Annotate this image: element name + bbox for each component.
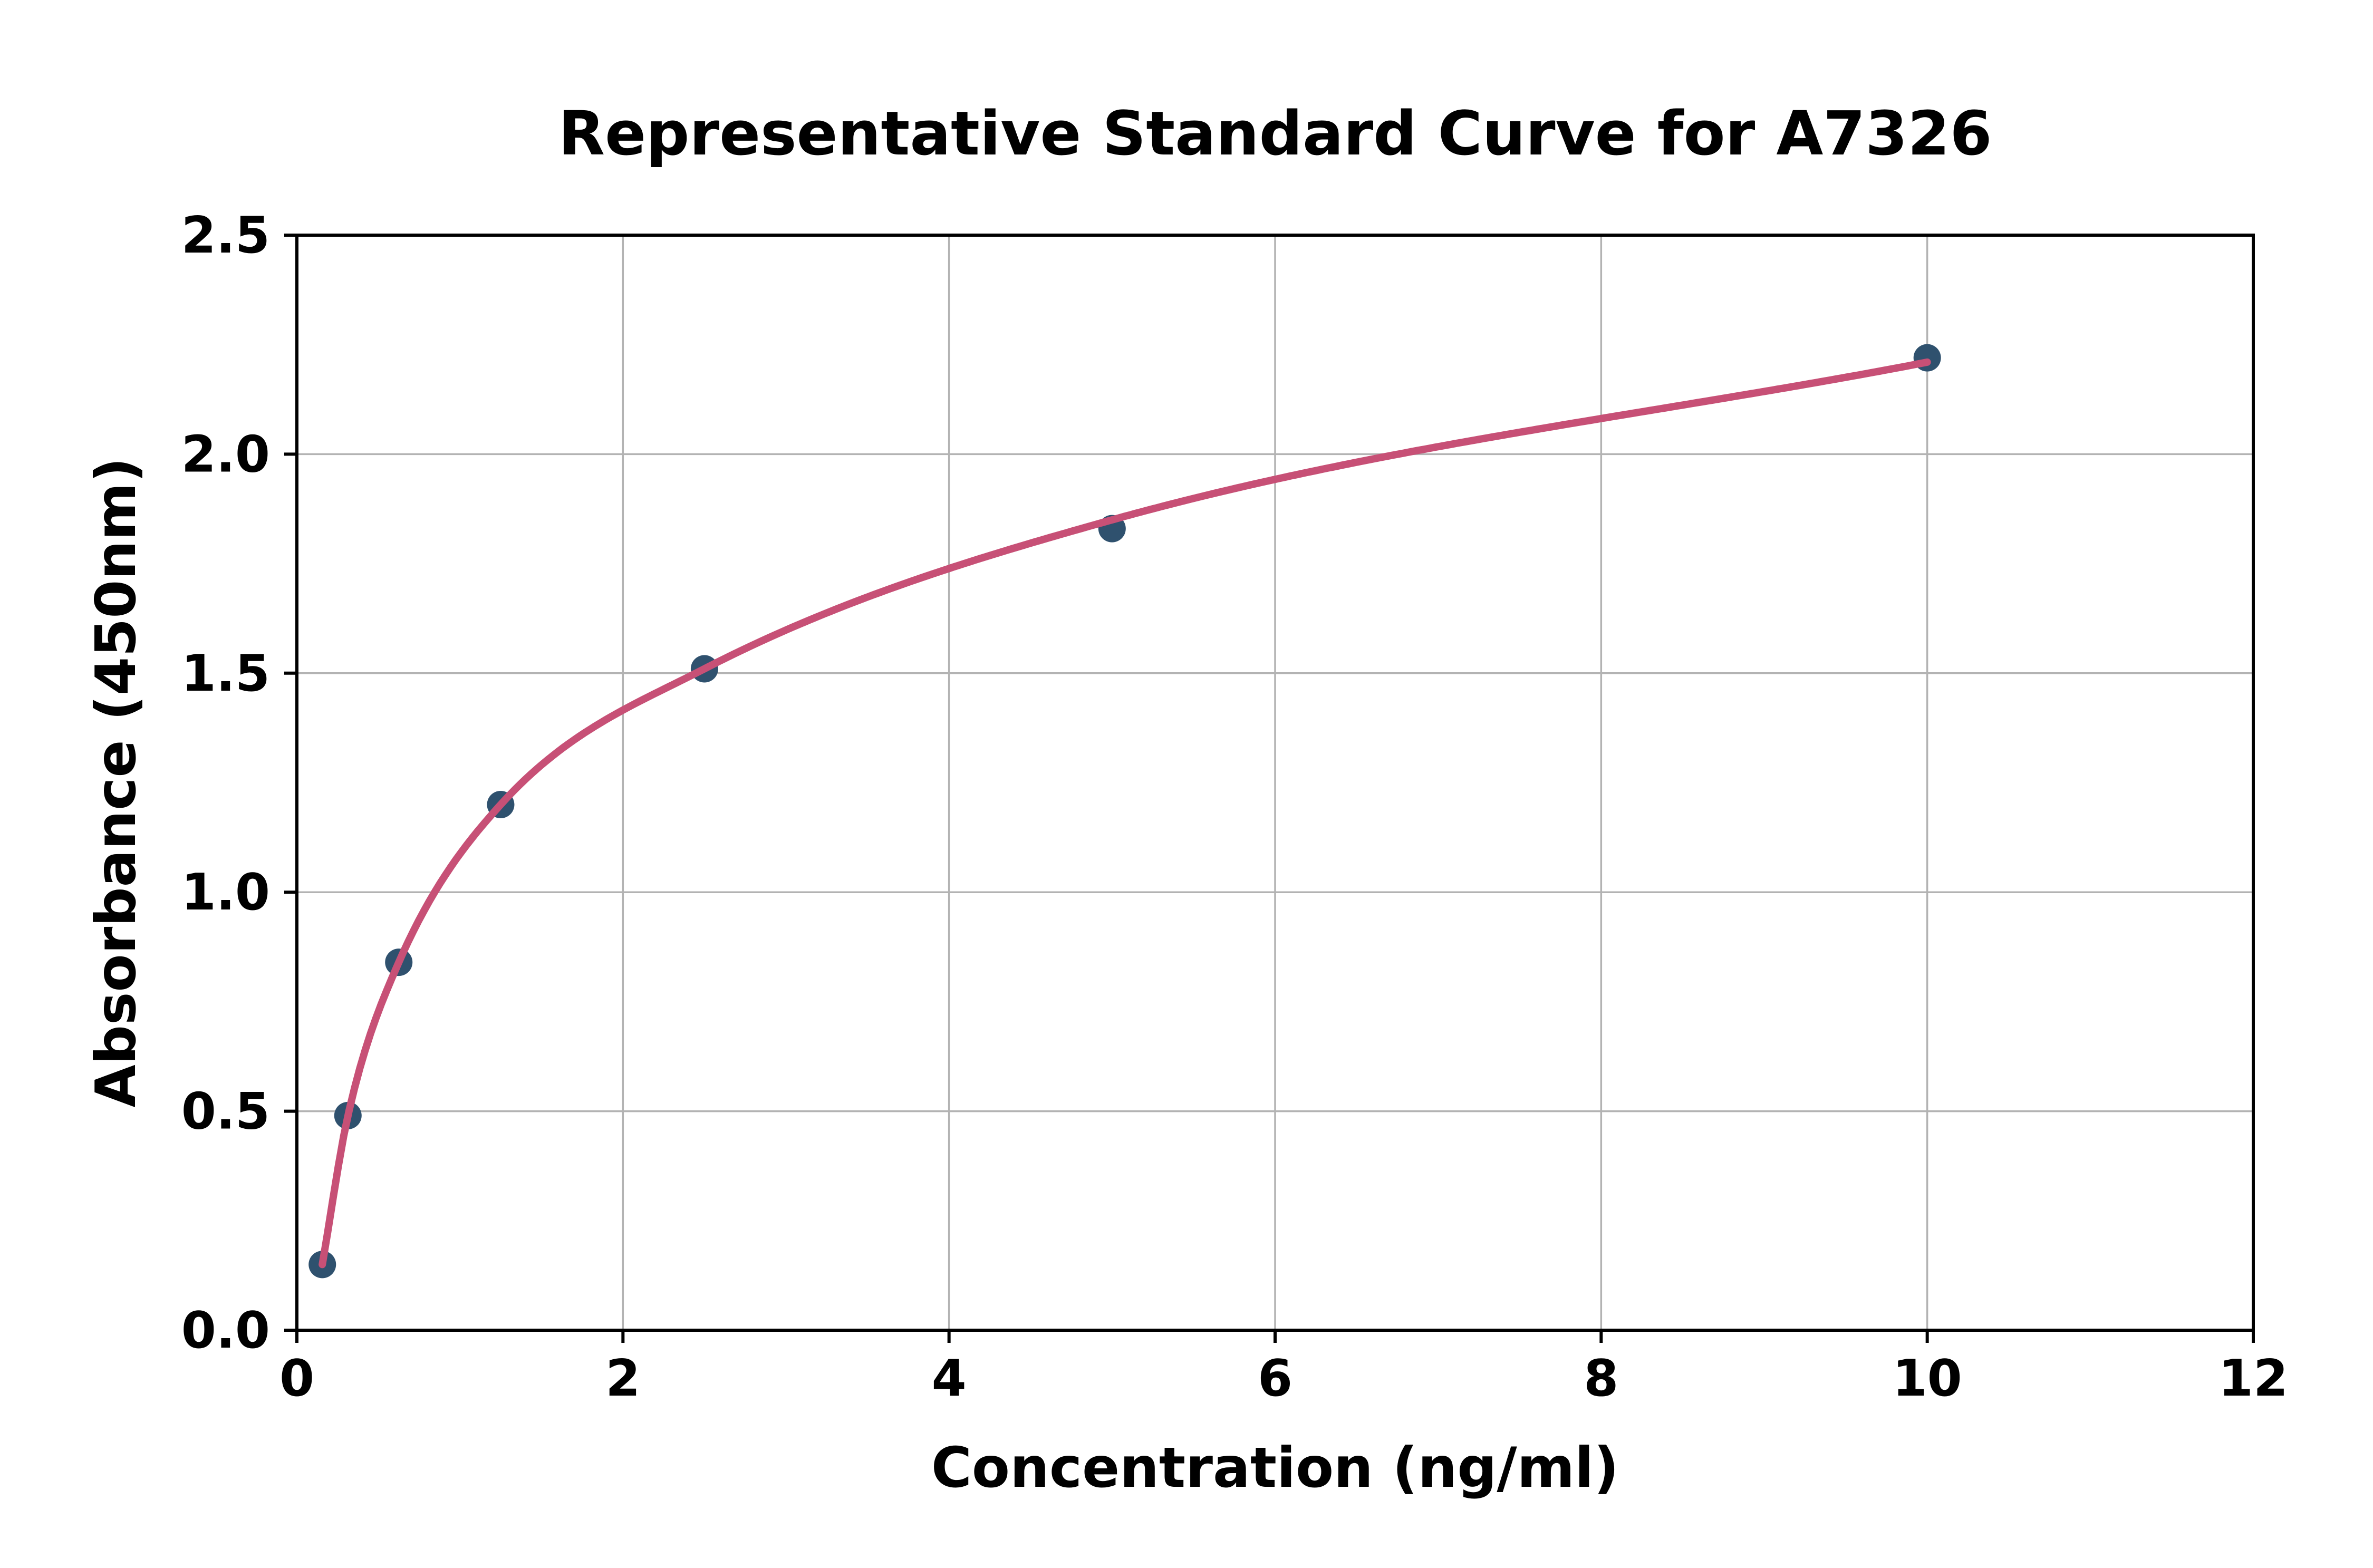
x-tick-label-6: 6 xyxy=(1258,1350,1292,1408)
data-points xyxy=(308,344,1941,1279)
y-tick-label-2.0: 2.0 xyxy=(181,425,270,483)
x-tick-label-0: 0 xyxy=(279,1350,314,1408)
fit-curve xyxy=(319,358,1931,1269)
y-tick-label-2.5: 2.5 xyxy=(181,207,270,265)
y-tick-label-1.0: 1.0 xyxy=(181,864,270,922)
tick-marks xyxy=(284,234,2255,1343)
y-tick-label-1.5: 1.5 xyxy=(181,645,270,703)
gridlines xyxy=(297,235,2253,1330)
x-axis-label: Concentration (ng/ml) xyxy=(931,1436,1619,1500)
y-tick-label-0.0: 0.0 xyxy=(181,1302,270,1360)
x-tick-label-2: 2 xyxy=(605,1350,640,1408)
x-tick-label-4: 4 xyxy=(932,1350,967,1408)
y-tick-labels: 0.0 0.5 1.0 1.5 2.0 2.5 xyxy=(181,207,270,1360)
x-tick-label-10: 10 xyxy=(1893,1350,1962,1408)
x-tick-label-12: 12 xyxy=(2218,1350,2288,1408)
chart-title: Representative Standard Curve for A7326 xyxy=(558,99,1992,169)
y-tick-label-0.5: 0.5 xyxy=(181,1083,270,1141)
y-axis-label: Absorbance (450nm) xyxy=(84,458,148,1108)
x-tick-labels: 0 2 4 6 8 10 12 xyxy=(279,1350,2288,1408)
fit-curve-line xyxy=(319,358,1931,1269)
x-tick-label-8: 8 xyxy=(1584,1350,1618,1408)
